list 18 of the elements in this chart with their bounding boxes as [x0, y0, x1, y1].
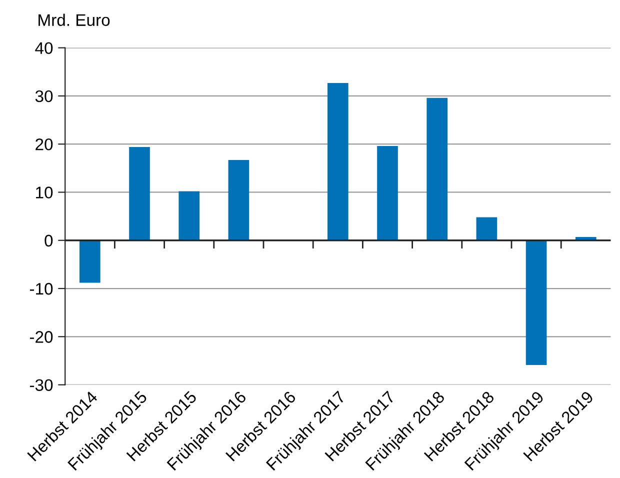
- bar: [327, 82, 348, 240]
- y-tick-label: 20: [36, 138, 53, 150]
- bar: [377, 146, 398, 240]
- y-tick-label: 30: [35, 90, 53, 102]
- y-tick-label: 40: [35, 42, 53, 54]
- bar: [476, 217, 498, 240]
- y-tick-label: -30: [30, 379, 53, 391]
- y-tick-label: 0: [44, 234, 53, 247]
- bar: [79, 240, 100, 283]
- bar: [228, 160, 250, 240]
- y-tick-label: -20: [30, 331, 53, 343]
- y-axis-title: Mrd. Euro: [38, 14, 110, 26]
- bar: [526, 240, 547, 366]
- y-tick-label: 10: [36, 186, 53, 198]
- bar: [129, 146, 150, 240]
- y-tick-label: -10: [30, 282, 53, 295]
- bar: [426, 98, 448, 240]
- bar: [178, 191, 200, 240]
